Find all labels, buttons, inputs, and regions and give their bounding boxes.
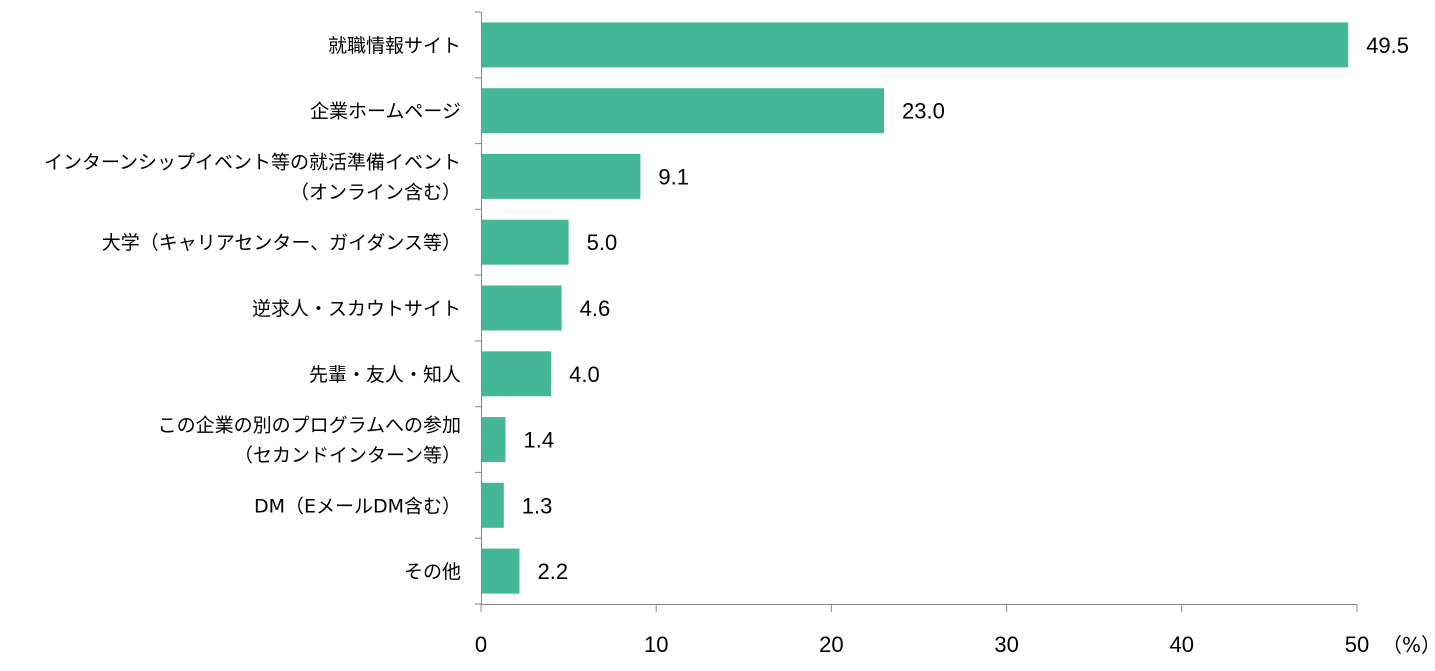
bar [481,88,884,134]
bar-value-label: 4.6 [580,296,611,321]
category-label: 先輩・友人・知人 [309,364,461,386]
bar [481,548,520,594]
category-label: 逆求人・スカウトサイト [252,298,461,320]
bar [481,351,552,397]
bar [481,153,641,199]
bar-value-label: 1.4 [524,428,555,453]
bar-value-label: 49.5 [1366,33,1409,58]
x-tick-label: 30 [994,632,1018,657]
bar [481,285,562,331]
bar [481,417,506,463]
category-label: 大学（キャリアセンター、ガイダンス等） [102,232,461,254]
bar [481,219,569,265]
category-label: （セカンドインターン等） [234,445,461,467]
x-tick-label: 10 [644,632,668,657]
bar-value-label: 23.0 [902,99,945,124]
category-label: DM（EメールDM含む） [254,495,461,517]
x-tick-label: 50 [1345,632,1369,657]
bar [481,22,1349,68]
bar-value-label: 1.3 [522,493,553,518]
bar-value-label: 5.0 [587,230,618,255]
x-tick-label: 20 [819,632,843,657]
category-label: 就職情報サイト [328,35,461,57]
x-tick-label: 40 [1170,632,1194,657]
category-label: インターンシップイベント等の就活準備イベント [44,151,461,173]
bar [481,482,504,528]
category-label: 企業ホームページ [310,101,461,123]
category-label: （オンライン含む） [290,181,461,203]
bar-value-label: 9.1 [658,164,689,189]
bar-value-label: 4.0 [569,362,600,387]
x-axis-unit: （%） [1382,633,1435,657]
category-label: その他 [404,561,461,583]
category-label: この企業の別のプログラムへの参加 [158,415,461,437]
bar-value-label: 2.2 [538,559,569,584]
x-tick-label: 0 [475,632,487,657]
